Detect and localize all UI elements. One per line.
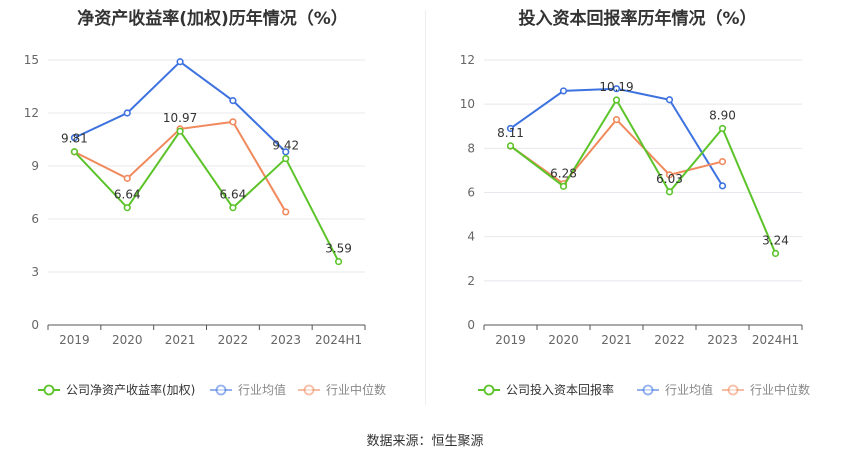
data-label: 6.64 (220, 188, 247, 202)
x-tick-label: 2024H1 (315, 333, 362, 347)
legend-marker-avg (642, 384, 654, 396)
x-tick-label: 2023 (270, 333, 301, 347)
data-point-avg (176, 58, 184, 66)
x-tick-label: 2024H1 (752, 333, 799, 347)
data-label: 6.03 (656, 172, 683, 186)
y-tick-label: 10 (460, 97, 475, 111)
data-point-median (229, 118, 237, 126)
x-tick-label: 2019 (495, 333, 526, 347)
x-tick-label: 2019 (59, 333, 90, 347)
data-point-median (718, 157, 727, 166)
data-point-company (718, 124, 727, 133)
y-tick-label: 0 (31, 318, 39, 332)
y-tick-label: 12 (460, 53, 475, 67)
legend-marker-avg (215, 384, 227, 396)
x-tick-label: 2020 (548, 333, 579, 347)
data-point-company (559, 182, 568, 190)
data-point-company (70, 148, 79, 156)
roe-chart: 0 3 6 9 12 15 2019 2020 2021 2022 2023 2024H1 9.81 6.… (0, 0, 425, 410)
y-tick-label: 0 (467, 318, 475, 332)
data-point-median (123, 174, 131, 182)
data-label: 6.28 (550, 166, 577, 180)
data-point-avg (282, 148, 290, 156)
data-label: 3.59 (325, 242, 352, 256)
legend-label-avg: 行业均值 (665, 382, 713, 397)
series-line-median (509, 118, 723, 186)
y-tick-label: 8 (467, 141, 475, 155)
data-label: 8.11 (497, 126, 524, 140)
roic-chart-title: 投入资本回报率历年情况（%） (518, 9, 757, 29)
data-point-avg (559, 87, 568, 95)
legend-marker-company (483, 384, 495, 396)
series-line-avg (73, 60, 287, 153)
y-tick-label: 6 (31, 212, 39, 226)
legend-label-median: 行业中位数 (750, 382, 810, 397)
roic-chart-plot: 0 2 4 6 8 10 12 2019 2020 2021 2022 2023 2024H1 8.11 6… (460, 53, 810, 397)
x-tick-label: 2022 (654, 333, 685, 347)
roic-chart: 0 2 4 6 8 10 12 2019 2020 2021 2022 2023 2024H1 8.11 6… (425, 0, 850, 410)
data-point-company (771, 249, 780, 258)
data-point-company (506, 142, 515, 150)
legend-marker-median (727, 384, 739, 396)
x-tick-label: 2021 (165, 333, 196, 347)
data-label: 9.81 (61, 132, 88, 146)
legend-label-company: 公司投入资本回报率 (506, 382, 614, 397)
data-point-company (123, 204, 131, 212)
data-point-avg (123, 109, 131, 117)
data-point-median (665, 171, 674, 179)
data-point-company (665, 188, 674, 196)
y-tick-label: 3 (31, 265, 39, 279)
data-point-avg (506, 124, 515, 133)
roe-chart-plot: 0 3 6 9 12 15 2019 2020 2021 2022 2023 2024H1 9.81 6.… (24, 53, 386, 397)
data-point-company (176, 127, 184, 135)
legend-label-company: 公司净资产收益率(加权) (66, 382, 195, 397)
data-label: 10.97 (163, 111, 197, 125)
legend-label-avg: 行业均值 (238, 382, 286, 397)
data-point-company (229, 204, 237, 212)
data-point-median (282, 208, 290, 216)
x-tick-label: 2023 (707, 333, 738, 347)
legend-marker-company (43, 384, 55, 396)
data-point-avg (718, 182, 727, 190)
y-tick-label: 15 (24, 53, 39, 67)
data-point-company (612, 96, 621, 104)
data-point-company (282, 154, 290, 163)
x-tick-label: 2020 (112, 333, 143, 347)
data-point-avg (70, 134, 79, 142)
y-tick-label: 4 (467, 230, 475, 244)
data-label: 8.90 (709, 108, 736, 122)
data-label: 9.42 (272, 139, 299, 153)
x-tick-label: 2021 (601, 333, 632, 347)
series-line-company (509, 98, 777, 254)
roe-chart-title: 净资产收益率(加权)历年情况（%） (77, 9, 348, 29)
data-point-avg (665, 96, 674, 104)
y-tick-label: 12 (24, 106, 39, 120)
legend-marker-median (303, 384, 315, 396)
y-tick-label: 2 (467, 274, 475, 288)
data-label: 3.24 (762, 233, 789, 247)
series-line-median (73, 120, 287, 213)
panel-divider (425, 10, 426, 405)
y-tick-label: 9 (31, 159, 39, 173)
data-source-label: 数据来源：恒生聚源 (366, 434, 484, 449)
data-label: 10.19 (599, 80, 633, 94)
data-label: 6.64 (114, 188, 141, 202)
y-tick-label: 6 (467, 186, 475, 200)
x-tick-label: 2022 (218, 333, 249, 347)
data-point-avg (229, 97, 237, 105)
data-point-median (612, 116, 621, 124)
series-line-company (73, 129, 340, 263)
data-point-avg (612, 85, 621, 93)
legend-label-median: 行业中位数 (326, 382, 386, 397)
data-point-company (334, 257, 343, 266)
